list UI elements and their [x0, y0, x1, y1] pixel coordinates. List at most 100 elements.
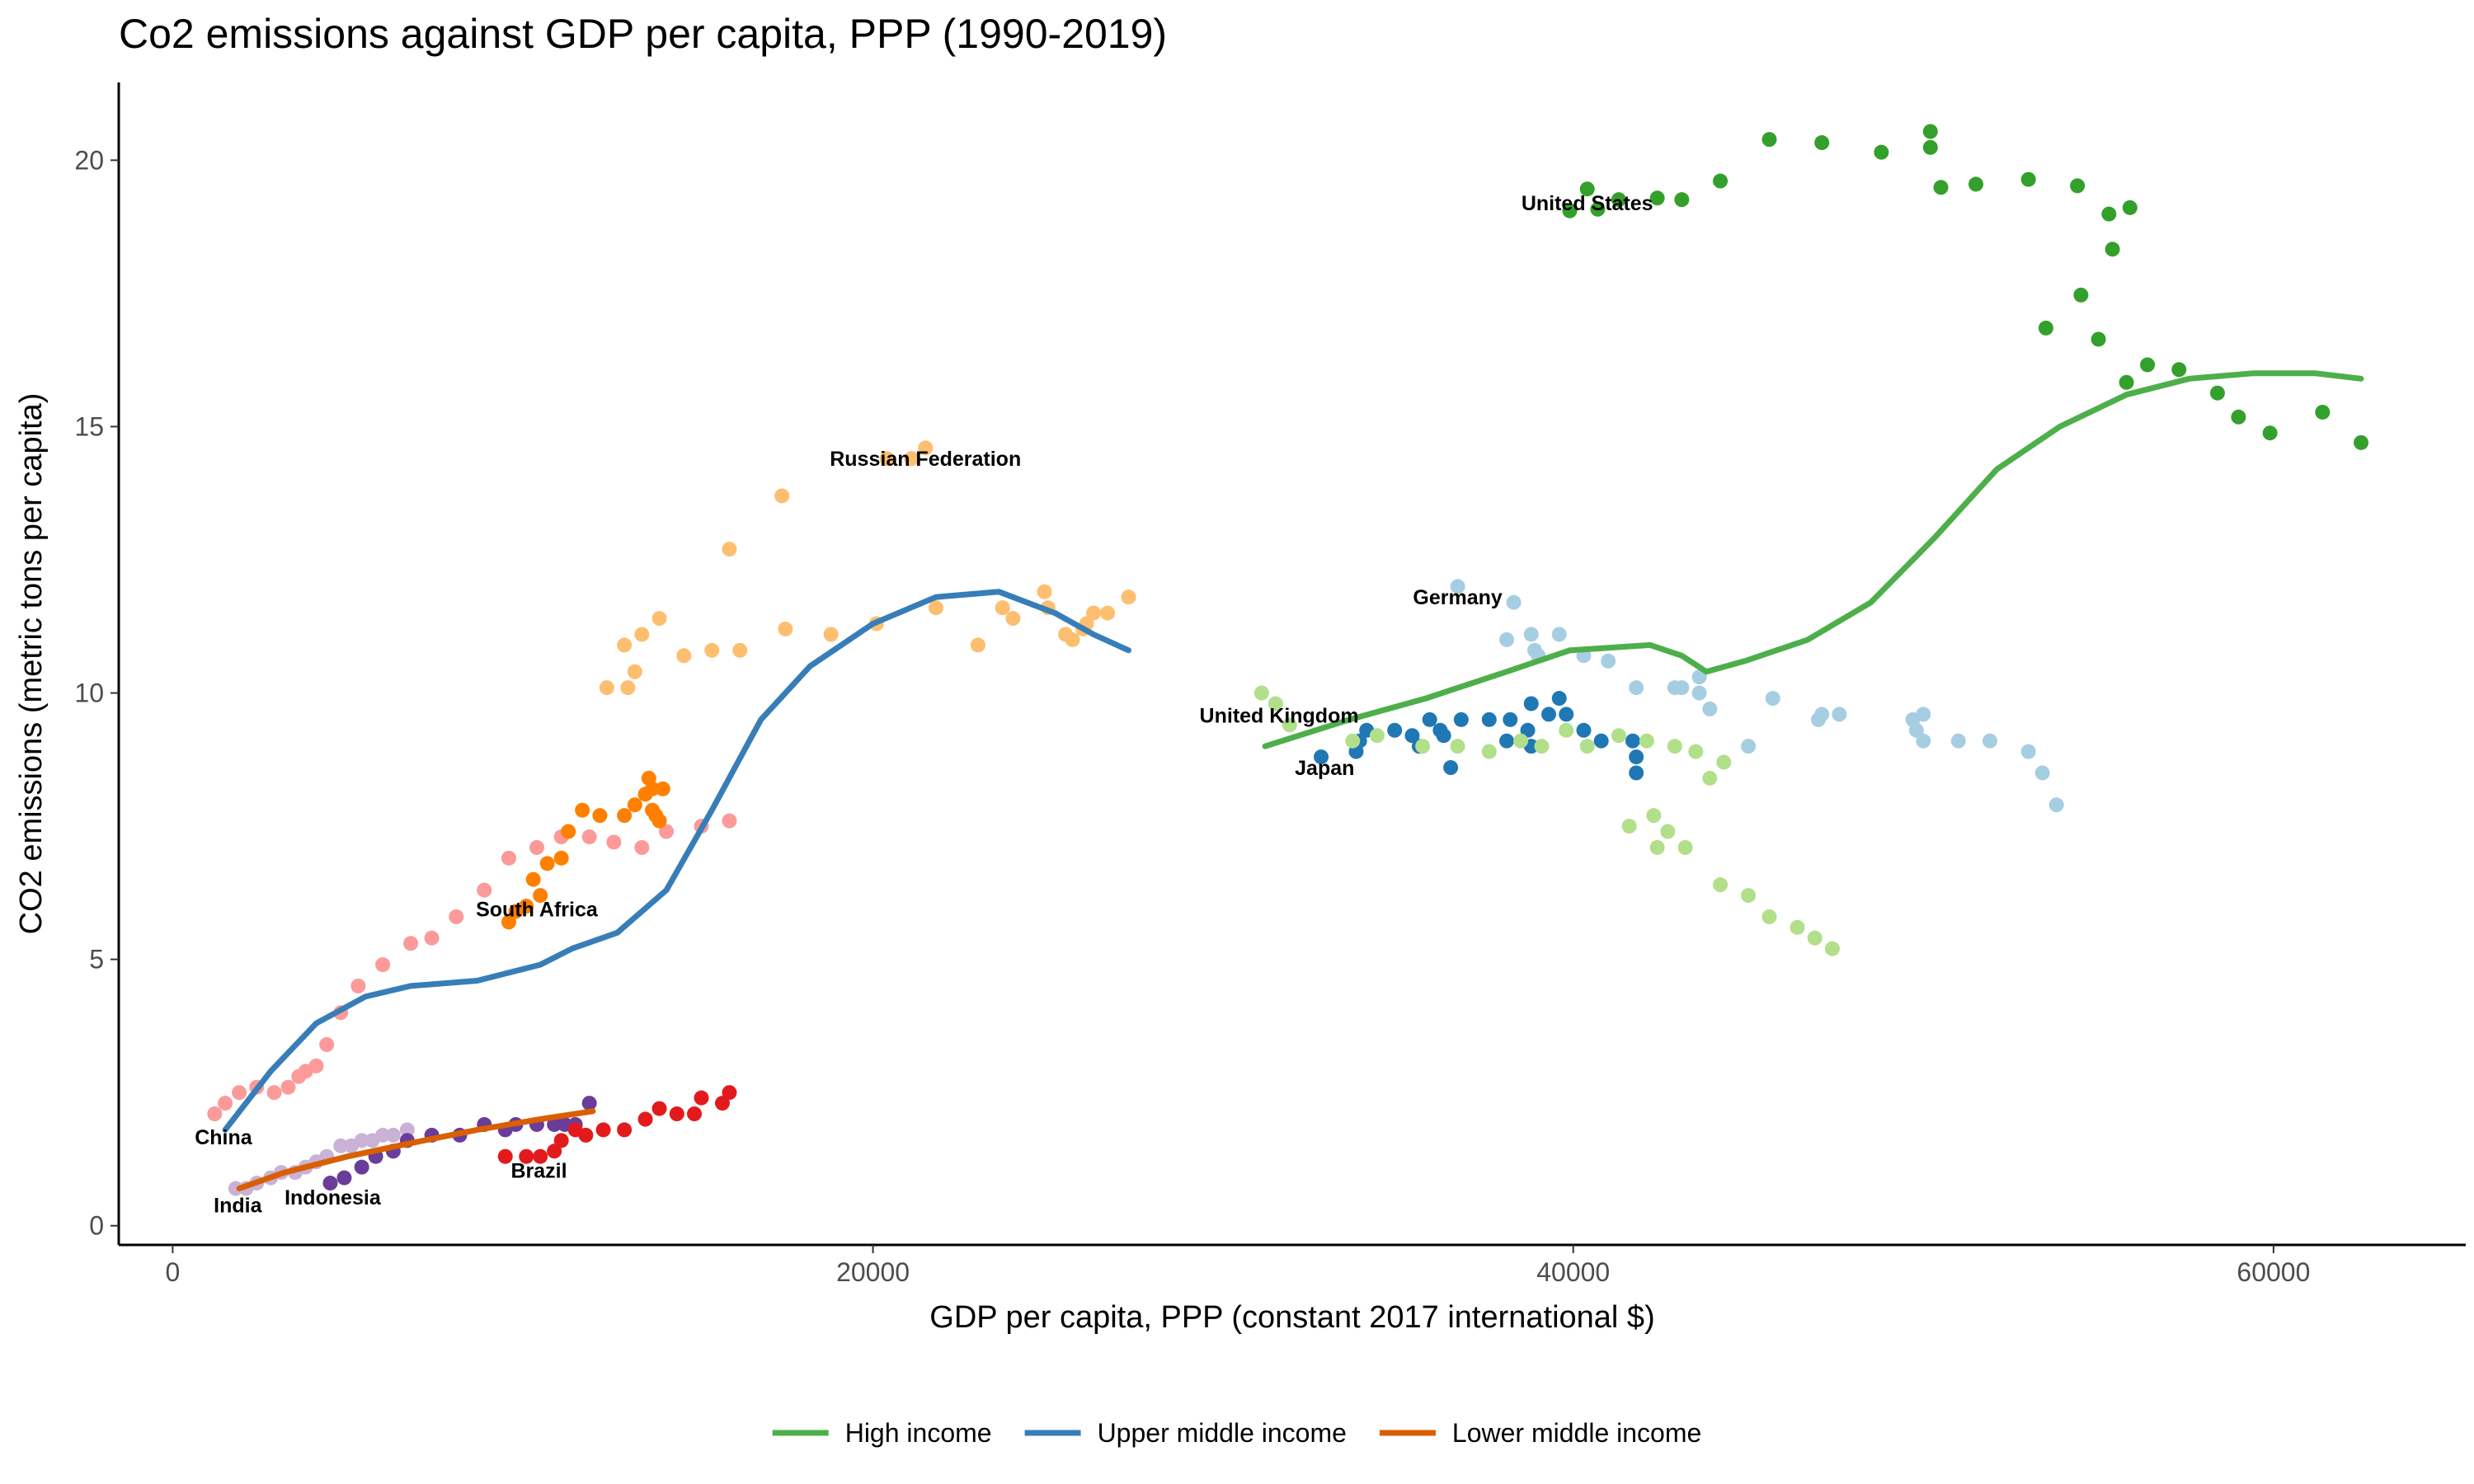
- point: [232, 1085, 247, 1101]
- point: [637, 1111, 653, 1127]
- point: [928, 600, 943, 616]
- point: [553, 1133, 569, 1148]
- point: [308, 1058, 324, 1073]
- point: [2105, 242, 2120, 257]
- legend-label: High income: [845, 1418, 992, 1448]
- point: [606, 834, 622, 850]
- point: [1520, 722, 1536, 738]
- point: [592, 808, 608, 824]
- point: [2020, 744, 2036, 759]
- point: [497, 1148, 513, 1164]
- point: [2354, 434, 2369, 450]
- point: [1481, 744, 1497, 759]
- point: [595, 1122, 611, 1138]
- point: [620, 680, 636, 696]
- y-tick-label: 0: [89, 1211, 104, 1241]
- point: [694, 1090, 709, 1106]
- point: [1443, 760, 1459, 776]
- point: [722, 542, 737, 557]
- point: [2038, 320, 2053, 336]
- point: [617, 637, 633, 653]
- chart-title: Co2 emissions against GDP per capita, PP…: [119, 11, 1167, 57]
- point: [904, 451, 920, 467]
- point: [1422, 711, 1437, 727]
- point: [1832, 707, 1847, 722]
- point: [1649, 190, 1665, 206]
- point: [599, 680, 614, 696]
- country-label: United States: [1522, 192, 1653, 215]
- point: [722, 1085, 737, 1101]
- point: [1450, 579, 1465, 594]
- point: [2091, 331, 2106, 347]
- point: [2020, 171, 2036, 187]
- trend-line: [222, 589, 1131, 1133]
- point: [1579, 181, 1595, 197]
- point: [218, 1096, 233, 1111]
- point: [1761, 909, 1777, 924]
- point: [2034, 765, 2050, 781]
- point: [1741, 888, 1757, 904]
- point: [1629, 749, 1644, 765]
- point: [1677, 839, 1693, 855]
- point: [1790, 919, 1805, 935]
- point: [1611, 728, 1626, 744]
- point: [2262, 425, 2278, 441]
- point: [561, 824, 576, 839]
- point: [676, 648, 692, 664]
- point: [645, 802, 661, 818]
- point: [1646, 808, 1662, 824]
- point: [1765, 691, 1780, 707]
- point: [1807, 930, 1823, 946]
- point: [1253, 685, 1269, 701]
- point: [354, 1133, 369, 1148]
- point: [385, 1127, 401, 1143]
- point: [823, 627, 839, 642]
- point: [1576, 722, 1592, 738]
- point: [1499, 733, 1515, 749]
- point: [1667, 739, 1682, 754]
- legend: High income Upper middle income Lower midd…: [772, 1418, 1701, 1448]
- point: [399, 1122, 415, 1138]
- point: [1551, 691, 1567, 707]
- point: [1534, 739, 1550, 754]
- point: [2070, 178, 2086, 194]
- point: [280, 1079, 296, 1095]
- point: [2231, 409, 2246, 425]
- country-label: South Africa: [476, 898, 599, 921]
- country-label: Russian Federation: [830, 448, 1021, 471]
- point: [1629, 680, 1644, 696]
- point: [1621, 819, 1637, 834]
- point: [354, 1159, 369, 1175]
- point: [634, 627, 650, 642]
- point: [533, 888, 548, 904]
- point: [547, 1116, 562, 1132]
- legend-label: Lower middle income: [1452, 1418, 1701, 1448]
- point: [375, 1127, 391, 1143]
- point: [2101, 206, 2117, 222]
- point: [1268, 696, 1283, 711]
- point: [1625, 733, 1640, 749]
- point: [1523, 696, 1539, 711]
- point: [879, 451, 895, 467]
- y-tick-label: 15: [74, 411, 104, 441]
- point: [1968, 176, 1984, 192]
- point: [1601, 653, 1616, 669]
- point: [1874, 144, 1889, 160]
- point: [1100, 605, 1116, 621]
- point: [1314, 749, 1329, 765]
- point: [714, 1096, 730, 1111]
- point: [1933, 180, 1949, 195]
- point: [617, 1122, 633, 1138]
- point: [1450, 739, 1465, 754]
- point: [319, 1037, 335, 1053]
- point: [547, 1144, 562, 1159]
- point: [539, 856, 555, 871]
- point: [1922, 139, 1938, 155]
- point: [651, 611, 667, 627]
- point: [533, 1148, 548, 1164]
- point: [2140, 357, 2156, 373]
- point: [1713, 173, 1729, 189]
- point: [1674, 192, 1690, 208]
- point: [687, 1106, 703, 1122]
